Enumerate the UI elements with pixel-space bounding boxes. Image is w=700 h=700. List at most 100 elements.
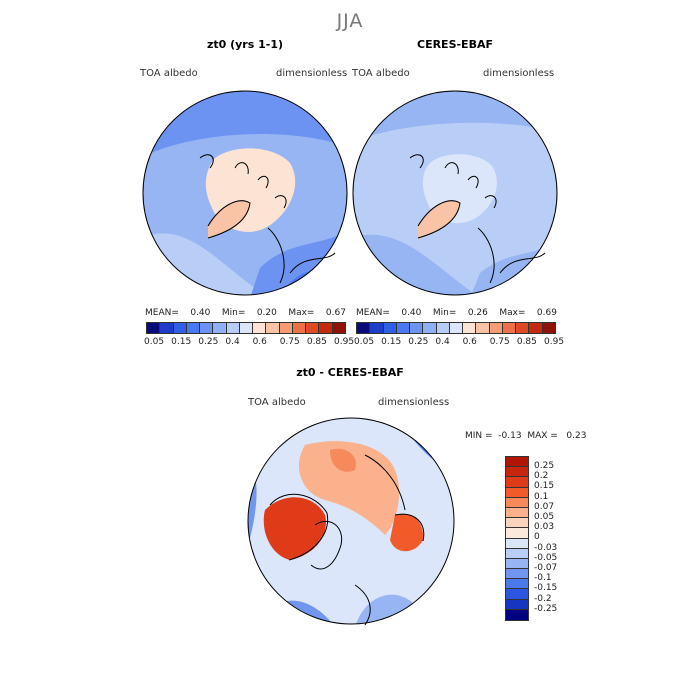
colorbar-swatch <box>506 497 528 508</box>
colorbar-swatch <box>506 548 528 559</box>
colorbar-swatch <box>423 323 437 333</box>
diff-panel-units-label: dimensionless <box>378 397 450 408</box>
colorbar-swatch <box>160 323 174 333</box>
coastline-greenland <box>310 520 343 570</box>
colorbar-tick-label: 0.15 <box>171 337 192 347</box>
colorbar-panel-1 <box>146 322 346 334</box>
diff-panel-stats: MIN = -0.13 MAX = 0.23 <box>465 431 587 441</box>
colorbar-swatch <box>200 323 214 333</box>
colorbar-swatch <box>506 507 528 519</box>
colorbar-tick-label: 0.07 <box>534 501 555 512</box>
coastline-europe <box>354 584 371 626</box>
colorbar-tick-label: 0.25 <box>198 337 219 347</box>
colorbar-swatch <box>529 323 543 333</box>
colorbar-swatch <box>370 323 384 333</box>
colorbar-tick-label: 0 <box>534 532 540 543</box>
colorbar-swatch <box>319 323 333 333</box>
coastline-islands <box>409 154 497 209</box>
colorbar-tick-label: -0.2 <box>534 593 552 604</box>
colorbar-tick-label: 0.85 <box>306 337 327 347</box>
coastline-siberia <box>364 454 425 542</box>
colorbar-swatch <box>213 323 227 333</box>
colorbar-swatch <box>506 538 528 549</box>
colorbar-tick-label: -0.25 <box>534 603 558 614</box>
colorbar-tick-label: 0.6 <box>252 337 267 347</box>
colorbar-swatch <box>357 323 371 333</box>
colorbar-swatch <box>266 323 280 333</box>
colorbar-tick-label: 0.25 <box>534 461 555 471</box>
map-ceres-ebaf <box>352 90 558 296</box>
colorbar-tick-label: 0.75 <box>489 337 510 347</box>
colorbar-tick-label: 0.2 <box>534 471 549 482</box>
colorbar-swatch <box>542 323 555 333</box>
colorbar-tick-label: 0.03 <box>534 522 555 533</box>
season-title: JJA <box>336 10 364 32</box>
colorbar-swatch <box>516 323 530 333</box>
colorbar-swatch <box>396 323 411 333</box>
colorbar-swatch <box>506 518 528 529</box>
colorbar-tick-label: 0.15 <box>534 481 555 492</box>
colorbar-swatch <box>476 323 490 333</box>
colorbar-tick-label: 0.15 <box>381 337 402 347</box>
colorbar-tick-label: -0.1 <box>534 573 552 584</box>
panel-2-variable-label: TOA albedo <box>352 68 410 79</box>
colorbar-swatch <box>506 558 528 570</box>
colorbar-swatch <box>226 323 240 333</box>
greenland-ice-sheet <box>418 200 460 238</box>
colorbar-swatch <box>506 569 528 580</box>
diff-panel-title: zt0 - CERES-EBAF <box>296 366 404 379</box>
colorbar-swatch <box>506 609 528 620</box>
greenland-ice-sheet <box>208 200 250 238</box>
colorbar-swatch <box>506 589 528 600</box>
coastline-islands <box>199 154 287 209</box>
panel-2-units-label: dimensionless <box>483 68 555 79</box>
colorbar-swatch <box>449 323 464 333</box>
colorbar-swatch <box>239 323 254 333</box>
colorbar-tick-label: 0.25 <box>408 337 429 347</box>
colorbar-tick-label: 0.05 <box>354 337 375 347</box>
map-difference <box>247 417 455 626</box>
colorbar-swatch <box>502 323 517 333</box>
colorbar-tick-label: -0.07 <box>534 563 558 573</box>
colorbar-swatch <box>147 323 161 333</box>
map-boundary <box>352 90 558 296</box>
coastline-greenland <box>417 200 461 239</box>
colorbar-panel-2 <box>356 322 556 334</box>
colorbar-tick-label: 0.85 <box>516 337 537 347</box>
colorbar-swatch <box>506 477 528 488</box>
colorbar-swatch <box>292 323 307 333</box>
colorbar-tick-label: 0.6 <box>462 337 477 347</box>
map-boundary <box>142 90 348 296</box>
colorbar-tick-label: 0.4 <box>435 337 450 347</box>
colorbar-swatch <box>463 323 477 333</box>
colorbar-swatch <box>279 323 293 333</box>
positive-siberia <box>390 513 424 552</box>
colorbar-tick-label: -0.05 <box>534 552 558 563</box>
panel-1-title: zt0 (yrs 1-1) <box>206 38 284 51</box>
panel-2-stats: MEAN= 0.40 Min= 0.26 Max= 0.69 <box>356 308 557 318</box>
colorbar-difference <box>505 456 529 621</box>
colorbar-tick-label: 0.4 <box>225 337 240 347</box>
colorbar-swatch <box>173 323 187 333</box>
diff-panel-variable-label: TOA albedo <box>248 397 306 408</box>
coastline-europe <box>477 227 546 284</box>
positive-canadian-archipelago <box>263 497 326 560</box>
colorbar-swatch <box>489 323 503 333</box>
colorbar-swatch <box>383 323 397 333</box>
positive-central-arctic <box>330 448 356 472</box>
positive-arctic-basin <box>298 441 400 535</box>
coastline-north-america <box>269 493 329 561</box>
colorbar-tick-label: -0.03 <box>534 542 558 553</box>
colorbar-tick-label: 0.05 <box>144 337 165 347</box>
colorbar-swatch <box>506 457 528 468</box>
colorbar-tick-label: -0.15 <box>534 583 558 594</box>
colorbar-tick-label: 0.1 <box>534 491 549 502</box>
colorbar-swatch <box>332 323 345 333</box>
colorbar-swatch <box>506 599 528 610</box>
colorbar-tick-label: 0.05 <box>534 512 555 522</box>
colorbar-swatch <box>506 528 528 539</box>
map-zt0 <box>142 90 348 296</box>
colorbar-swatch <box>506 487 528 498</box>
colorbar-swatch <box>186 323 201 333</box>
panel-1-units-label: dimensionless <box>276 68 348 79</box>
